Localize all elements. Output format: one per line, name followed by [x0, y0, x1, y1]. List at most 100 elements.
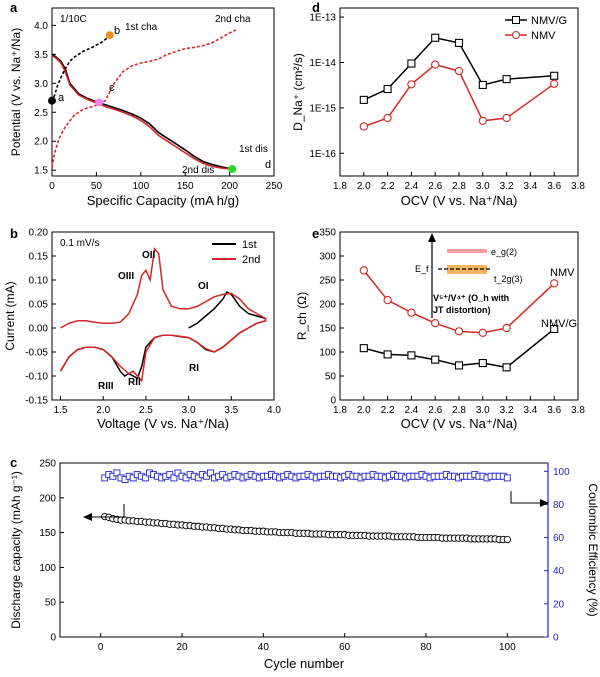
- arrow-right-axis: [510, 491, 544, 504]
- series-point-NMV/G: [478, 358, 487, 368]
- x-tick-label: 2.6: [428, 181, 442, 192]
- y-axis-label: D_Na⁺ (cm²/s): [291, 53, 305, 131]
- scan-rate-annotation: 0.1 mV/s: [60, 238, 99, 249]
- t2g-level: [447, 265, 487, 274]
- y-tick-label: 1E-15: [309, 103, 336, 114]
- y-tick-label: 2.0: [34, 137, 48, 148]
- series-point-NMV: [359, 266, 368, 275]
- inset-note: V⁵⁺/V⁴⁺ (O_h with: [433, 293, 509, 303]
- peak-label-OI: OI: [198, 281, 209, 292]
- ce-point: [170, 474, 178, 482]
- t2g-label: t_2g(3): [494, 274, 523, 284]
- x-tick-label: 2.4: [404, 405, 418, 416]
- panel-letter: c: [10, 455, 17, 470]
- x-tick-label: 0: [98, 642, 104, 653]
- series-point-NMV: [383, 113, 392, 123]
- x-tick-label: 2.5: [139, 405, 153, 416]
- series-point-NMV: [478, 116, 487, 125]
- y-tick-label: 100: [319, 348, 336, 359]
- peak-label-RI: RI: [189, 363, 199, 374]
- series-point-NMV: [431, 319, 440, 328]
- legend-label: 1st: [242, 239, 257, 251]
- y-tick-label: -0.15: [25, 396, 48, 407]
- x-tick-label: 1.5: [54, 405, 68, 416]
- series-line-1st-cha: [51, 34, 111, 103]
- y-tick-label: -0.05: [25, 348, 48, 359]
- ce-point: [207, 469, 214, 477]
- y-tick-label: 0: [330, 396, 336, 407]
- x-tick-label: 3.6: [547, 405, 561, 416]
- x-tick-label: 3.8: [571, 405, 585, 416]
- x-tick-label: 2.4: [404, 181, 418, 192]
- y-tick-label: 50: [325, 372, 337, 383]
- y-tick-label: 350: [319, 228, 336, 239]
- y-tick-label: 3.0: [34, 79, 48, 90]
- series-point-NMV/G: [407, 351, 416, 360]
- x-tick-label: 150: [177, 181, 194, 192]
- x-tick-label: 100: [499, 642, 516, 653]
- y-axis-label: Discharge capacity (mAh g⁻¹): [9, 471, 23, 629]
- panel-letter: e: [312, 226, 319, 241]
- panel-a-axes: [51, 7, 275, 177]
- y-tick-label: 2.5: [34, 108, 48, 119]
- x-tick-label: 80: [420, 642, 432, 653]
- series-point-NMV: [407, 80, 416, 89]
- legend-marker: [512, 31, 520, 39]
- y-tick-label: 300: [319, 252, 336, 263]
- y-right-tick-label: 20: [553, 599, 565, 610]
- point-label-b: b: [114, 25, 120, 37]
- y-tick-label: 0: [50, 633, 56, 644]
- series-point-NMV: [550, 79, 559, 88]
- point-marker-a: [48, 96, 56, 105]
- curve-label: 2nd dis: [182, 165, 214, 176]
- y-tick-label: 200: [319, 300, 336, 311]
- x-tick-label: 3.0: [476, 181, 490, 192]
- x-tick-label: 2.0: [96, 405, 110, 416]
- series-point-NMV: [454, 66, 464, 76]
- y-axis-label: Potential (V vs. Na⁺/Na): [9, 28, 23, 156]
- y-right-tick-label: 40: [553, 566, 565, 577]
- x-tick-label: 3.4: [523, 181, 537, 192]
- panel-c-axes: [59, 462, 549, 638]
- series-point-NMV/G: [359, 344, 368, 353]
- y-axis-label: Current (mA): [3, 281, 17, 350]
- x-tick-label: 2.8: [452, 181, 466, 192]
- series-line-1st-dis: [51, 53, 233, 170]
- y-right-tick-label: 0: [553, 633, 559, 644]
- y-tick-label: 100: [39, 563, 56, 574]
- point-label-c: c: [109, 82, 115, 94]
- x-tick-label: 2.2: [381, 181, 395, 192]
- x-tick-label: 3.0: [476, 405, 490, 416]
- y-tick-label: 3.5: [34, 50, 48, 61]
- legend-label: NMV/G: [531, 15, 567, 27]
- x-tick-label: 20: [176, 642, 188, 653]
- ce-point: [113, 469, 121, 477]
- x-tick-label: 3.2: [500, 181, 514, 192]
- series-point-NMV/G: [359, 95, 368, 104]
- y-tick-label: 0.00: [29, 324, 49, 335]
- y-tick-label: 250: [319, 276, 336, 287]
- series-point-NMV/G: [383, 84, 392, 94]
- x-tick-label: 3.4: [523, 405, 537, 416]
- curve-label: 2nd cha: [215, 14, 251, 25]
- y-right-tick-label: 80: [553, 500, 565, 511]
- panel-e-axes: [339, 231, 579, 401]
- series-label: NMV: [550, 267, 575, 279]
- y-tick-label: -0.10: [25, 372, 48, 383]
- series-point-NMV/G: [454, 361, 464, 370]
- series-line-2nd-dis: [51, 54, 230, 170]
- peak-label-RII: RII: [128, 377, 141, 388]
- legend-marker: [512, 16, 520, 24]
- peak-label-OII: OII: [142, 250, 156, 261]
- series-point-NMV/G: [431, 33, 440, 42]
- point-marker-c: [95, 98, 104, 107]
- ce-point: [503, 474, 511, 482]
- x-tick-label: 50: [91, 181, 103, 192]
- y-tick-label: 0.20: [29, 228, 49, 239]
- point-marker-b: [105, 31, 114, 40]
- series-point-NMV/G: [431, 355, 440, 364]
- panel-letter: a: [10, 0, 18, 15]
- x-tick-label: 3.6: [547, 181, 561, 192]
- x-tick-label: 2.6: [428, 405, 442, 416]
